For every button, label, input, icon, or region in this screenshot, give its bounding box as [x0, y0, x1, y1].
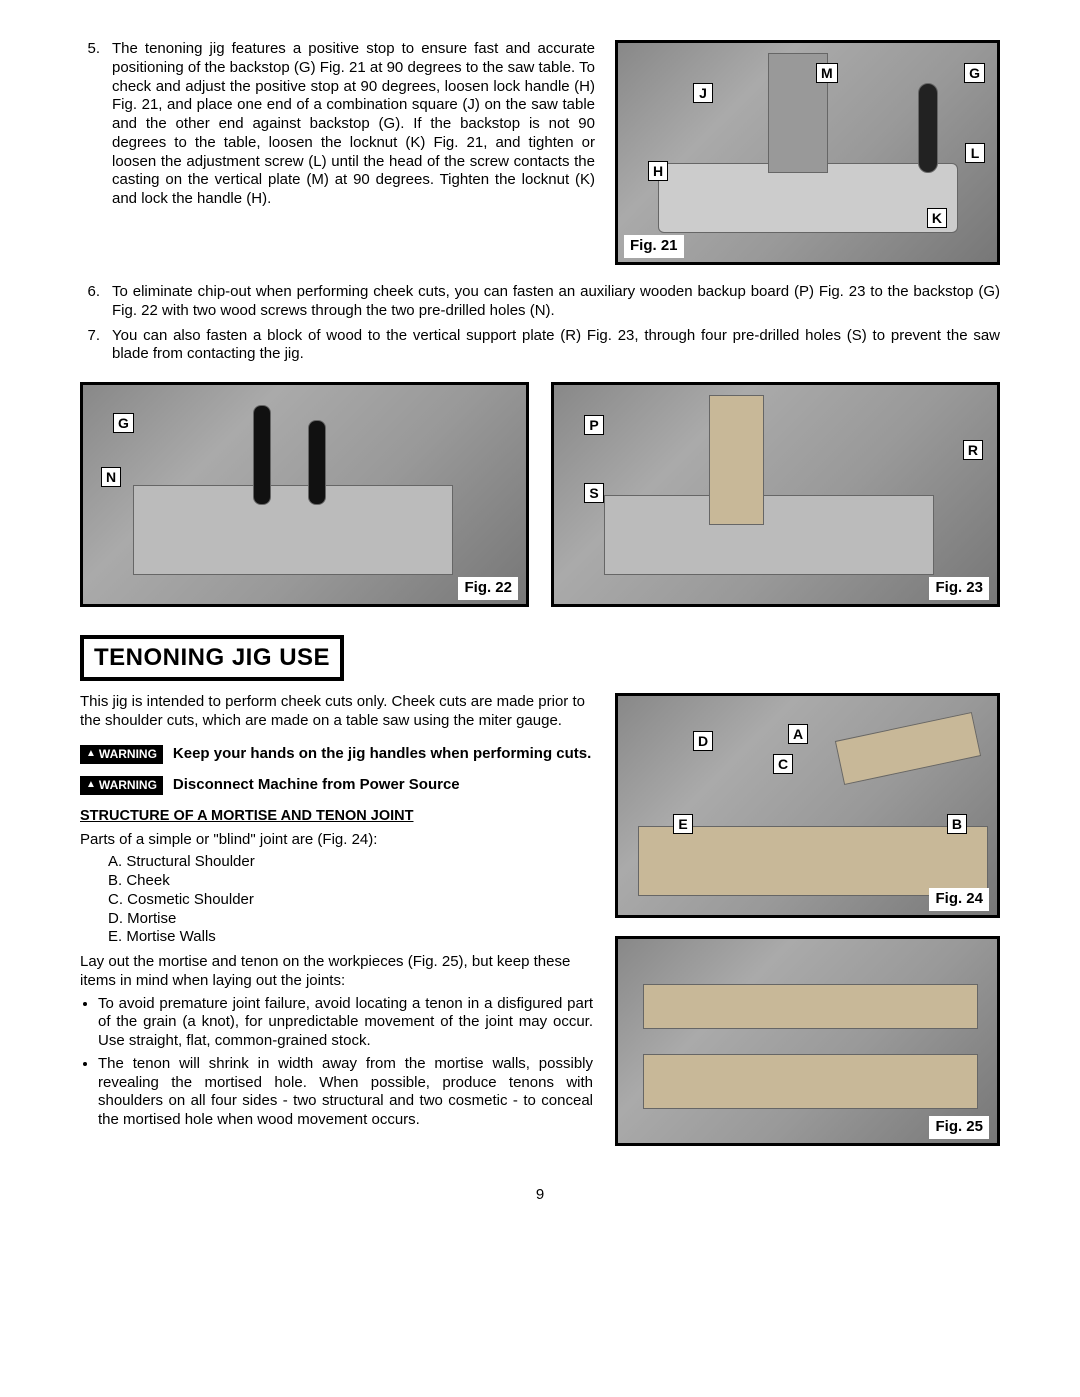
parts-intro: Parts of a simple or "blind" joint are (…	[80, 831, 593, 850]
step7-text: You can also fasten a block of wood to t…	[112, 327, 1000, 365]
bullet-1: To avoid premature joint failure, avoid …	[98, 995, 593, 1051]
two-col: This jig is intended to perform cheek cu…	[80, 693, 1000, 1146]
callout-K: K	[927, 208, 947, 228]
section-title: TENONING JIG USE	[80, 635, 344, 681]
step5-text: The tenoning jig features a positive sto…	[112, 40, 595, 209]
callout-S: S	[584, 483, 604, 503]
part-a: A. Structural Shoulder	[108, 853, 593, 872]
left-column: This jig is intended to perform cheek cu…	[80, 693, 593, 1146]
fig23-label: Fig. 23	[929, 577, 989, 600]
warning-1-text: Keep your hands on the jig handles when …	[173, 745, 593, 764]
parts-list: A. Structural Shoulder B. Cheek C. Cosme…	[80, 853, 593, 947]
step5-container: 5. The tenoning jig features a positive …	[80, 40, 595, 265]
callout-G: G	[964, 63, 985, 83]
step7-num: 7.	[80, 327, 100, 365]
fig21-container: J M G H L K Fig. 21	[615, 40, 1000, 265]
part-b: B. Cheek	[108, 872, 593, 891]
callout-A: A	[788, 724, 808, 744]
step6-text: To eliminate chip-out when performing ch…	[112, 283, 1000, 321]
callout-H: H	[648, 161, 668, 181]
figure-21: J M G H L K Fig. 21	[615, 40, 1000, 265]
warning-1: WARNING Keep your hands on the jig handl…	[80, 745, 593, 764]
figure-23: P R S Fig. 23	[551, 382, 1000, 607]
bullets: To avoid premature joint failure, avoid …	[80, 995, 593, 1130]
warning-2: WARNING Disconnect Machine from Power So…	[80, 776, 593, 795]
callout-D: D	[693, 731, 713, 751]
page-number: 9	[80, 1186, 1000, 1205]
fig21-label: Fig. 21	[624, 235, 684, 258]
warning-2-text: Disconnect Machine from Power Source	[173, 776, 593, 795]
callout-E: E	[673, 814, 693, 834]
step6-num: 6.	[80, 283, 100, 321]
figure-22: G N Fig. 22	[80, 382, 529, 607]
callout-R: R	[963, 440, 983, 460]
callout-M: M	[816, 63, 838, 83]
callout-C: C	[773, 754, 793, 774]
figure-row-22-23: G N Fig. 22 P R S Fig. 23	[80, 382, 1000, 607]
part-e: E. Mortise Walls	[108, 928, 593, 947]
warning-badge-1: WARNING	[80, 745, 163, 764]
layout-text: Lay out the mortise and tenon on the wor…	[80, 953, 593, 991]
part-c: C. Cosmetic Shoulder	[108, 891, 593, 910]
callout-P: P	[584, 415, 604, 435]
bullet-2: The tenon will shrink in width away from…	[98, 1055, 593, 1130]
callout-J: J	[693, 83, 713, 103]
step5: 5. The tenoning jig features a positive …	[80, 40, 595, 209]
callout-G22: G	[113, 413, 134, 433]
step5-num: 5.	[80, 40, 100, 209]
structure-heading: STRUCTURE OF A MORTISE AND TENON JOINT	[80, 807, 593, 825]
part-d: D. Mortise	[108, 910, 593, 929]
top-row: 5. The tenoning jig features a positive …	[80, 40, 1000, 265]
fig24-label: Fig. 24	[929, 888, 989, 911]
figure-25: Fig. 25	[615, 936, 1000, 1146]
figure-24: D A C E B Fig. 24	[615, 693, 1000, 918]
callout-L: L	[965, 143, 985, 163]
fig25-label: Fig. 25	[929, 1116, 989, 1139]
right-column: D A C E B Fig. 24 Fig. 25	[615, 693, 1000, 1146]
step7: 7. You can also fasten a block of wood t…	[80, 327, 1000, 365]
step6: 6. To eliminate chip-out when performing…	[80, 283, 1000, 321]
callout-N: N	[101, 467, 121, 487]
intro-text: This jig is intended to perform cheek cu…	[80, 693, 593, 731]
callout-B: B	[947, 814, 967, 834]
fig22-label: Fig. 22	[458, 577, 518, 600]
warning-badge-2: WARNING	[80, 776, 163, 795]
